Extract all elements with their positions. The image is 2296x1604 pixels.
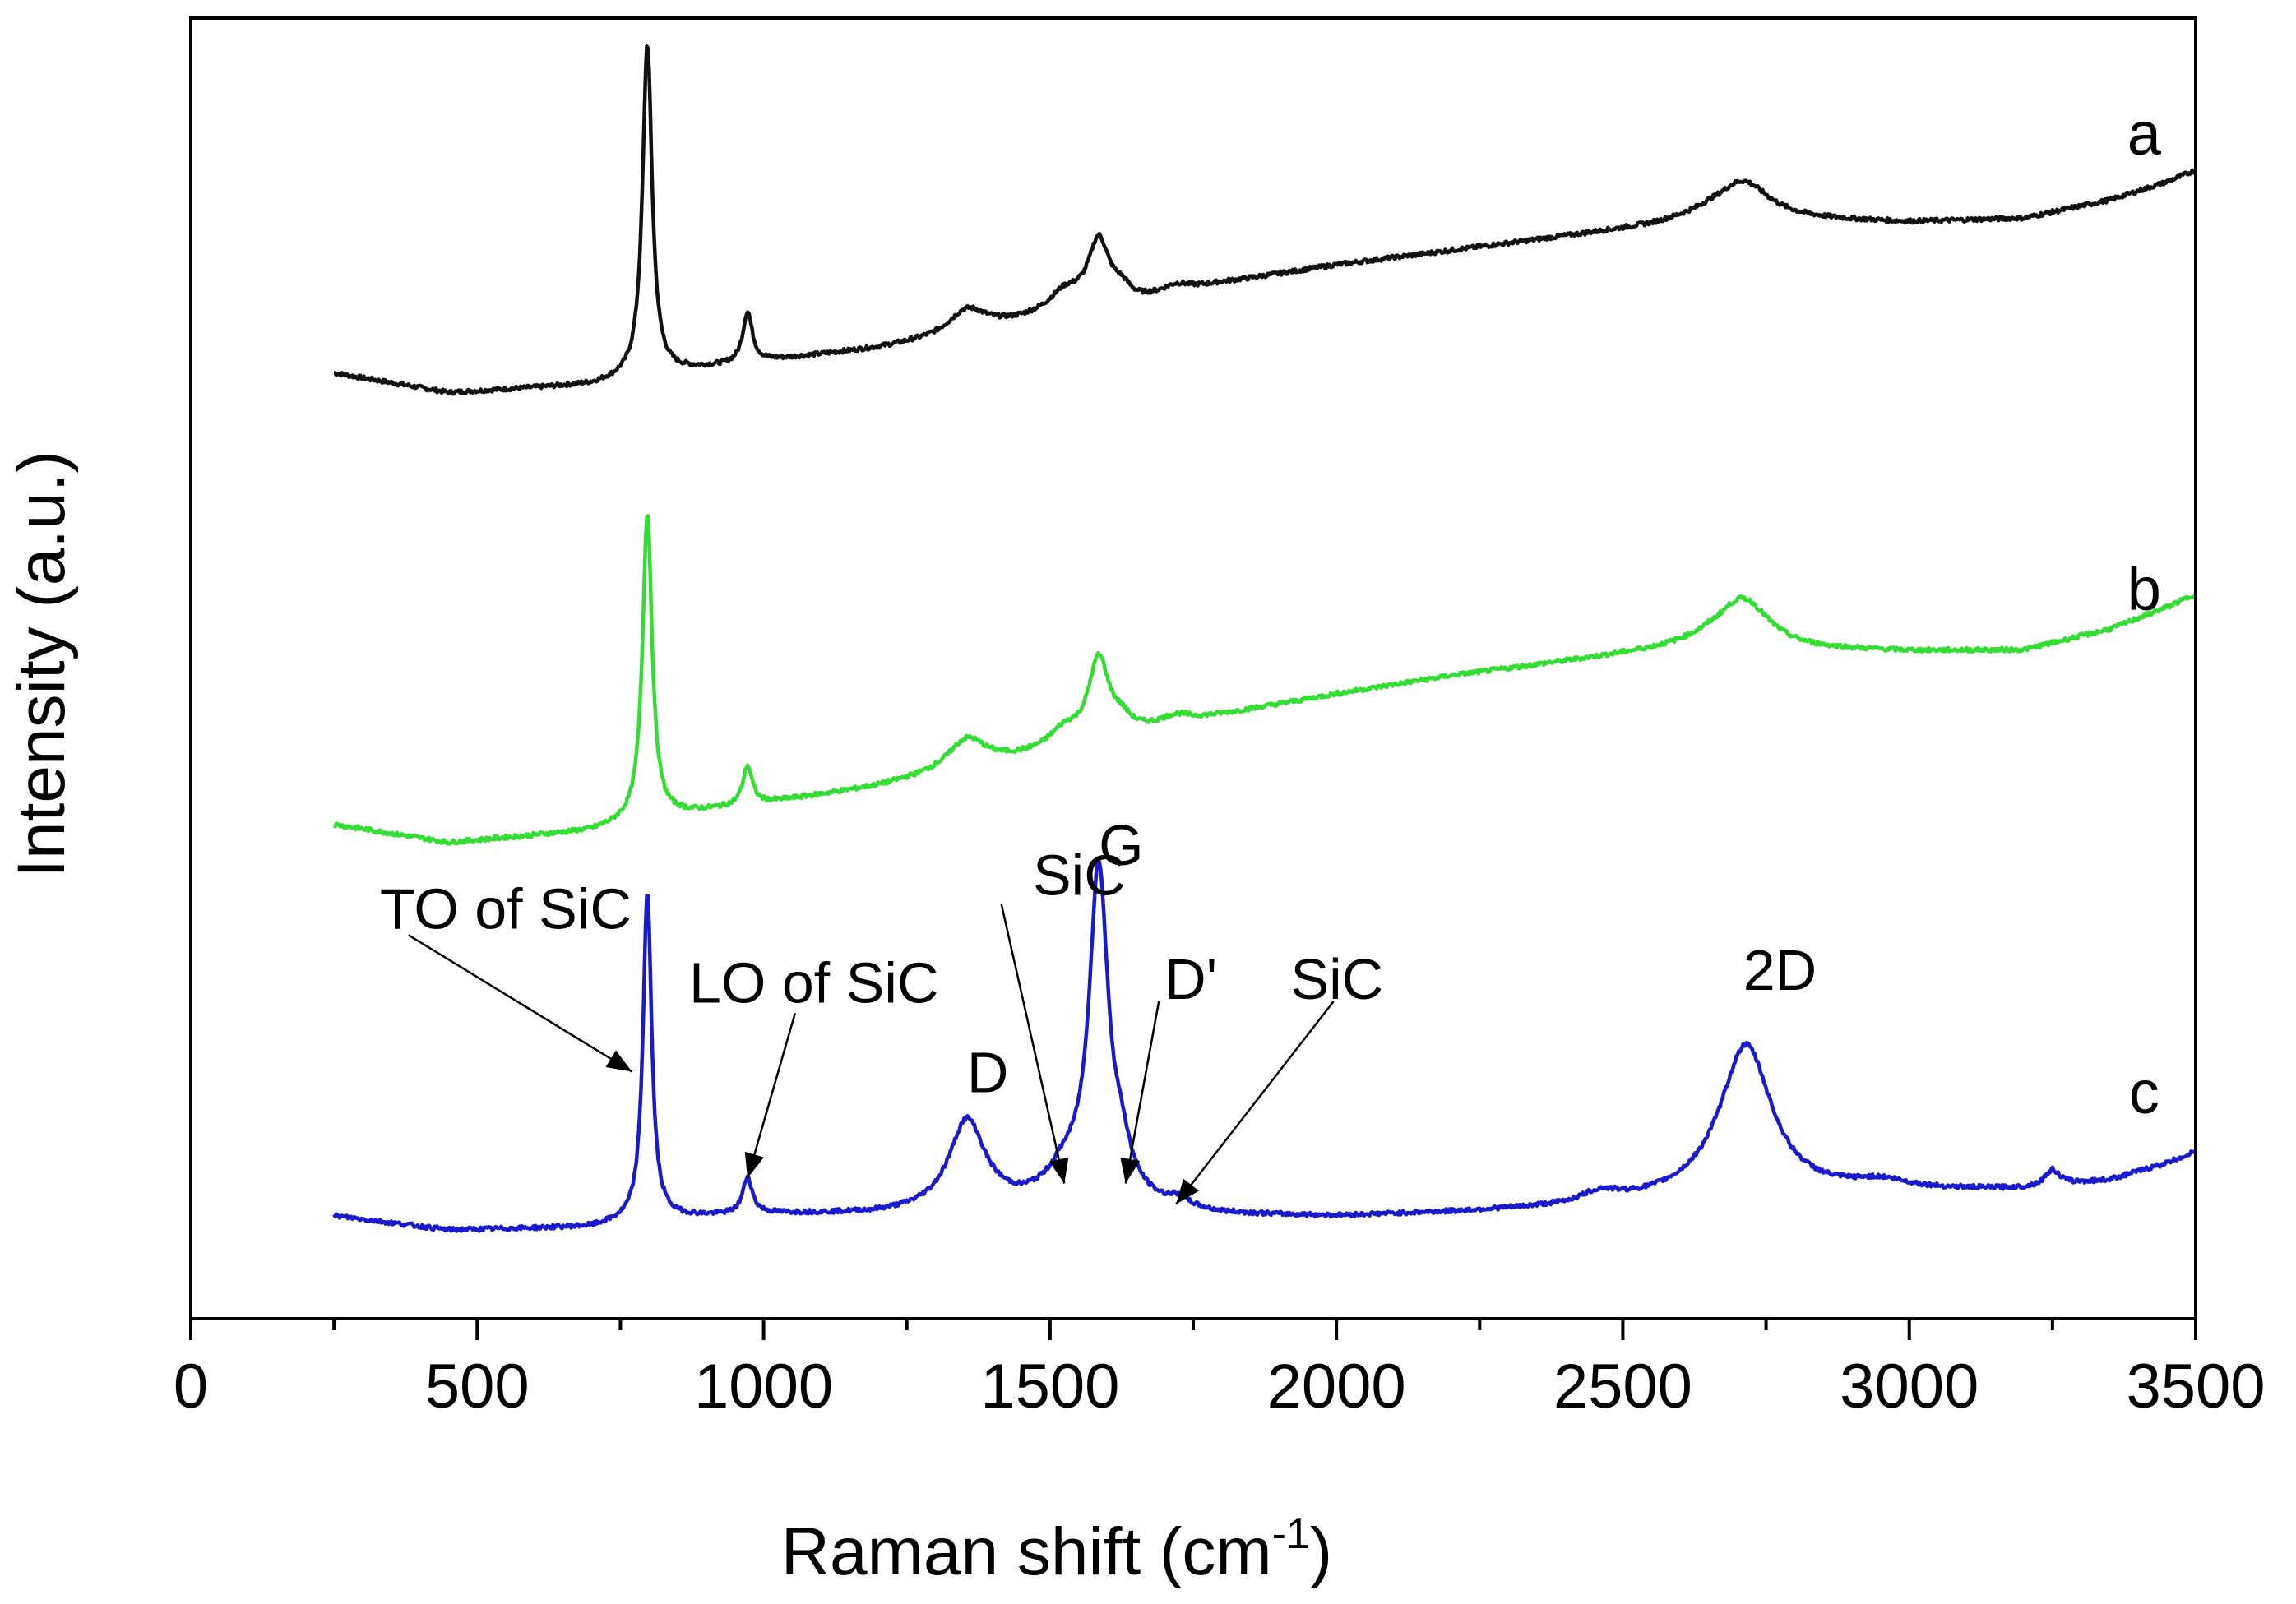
annotation-arrowhead [1120,1157,1140,1184]
annotation-label: SiC [1290,947,1383,1011]
x-tick-label: 3000 [1840,1352,1979,1421]
annotation-arrowhead [1048,1157,1069,1184]
annotation-label: LO of SiC [689,951,938,1015]
x-tick-label: 500 [425,1352,530,1421]
annotation-label: SiC [1033,843,1126,907]
annotation-arrow-line [1000,904,1066,1184]
annotation-arrowhead [1176,1178,1199,1204]
x-axis-title-main: Raman shift (cm [781,1514,1272,1589]
series-a-line [333,44,2197,396]
x-axis-title-close: ) [1310,1514,1332,1589]
annotation-arrowhead [605,1050,632,1072]
x-tick-label: 2000 [1267,1352,1406,1421]
annotation-label: G [1099,813,1143,877]
annotation-label: 2D [1743,938,1817,1002]
annotation-arrow-line [408,934,633,1073]
x-tick-label: 1000 [694,1352,833,1421]
series-label-b: b [2127,555,2161,623]
x-axis-title: Raman shift (cm-1) [781,1510,1332,1589]
annotation-label: D [967,1041,1009,1105]
series-label-a: a [2127,99,2162,168]
series-c-line [332,859,2197,1233]
x-tick-label: 3500 [2126,1352,2265,1421]
annotation-label: D' [1164,947,1217,1011]
x-tick-label: 2500 [1553,1352,1692,1421]
series-layer [332,44,2198,1233]
x-axis-title-superscript: -1 [1272,1510,1310,1558]
annotation-label: TO of SiC [380,876,632,941]
x-tick-label: 0 [174,1352,208,1421]
series-label-c: c [2129,1058,2159,1126]
series-b-line [332,514,2198,846]
x-tick-label: 1500 [980,1352,1119,1421]
annotation-arrow-line [746,1012,797,1179]
y-axis-title: Intensity (a.u.) [4,451,79,878]
annotation-arrow-line [1124,1001,1160,1184]
annotation-arrowhead [744,1151,764,1179]
x-axis-ticks: 0 500 1000 1500 2000 2500 3000 3500 [174,1319,2266,1421]
series-label-layer: a b c [2127,99,2162,1126]
annotation-arrow-line [1175,1001,1335,1205]
